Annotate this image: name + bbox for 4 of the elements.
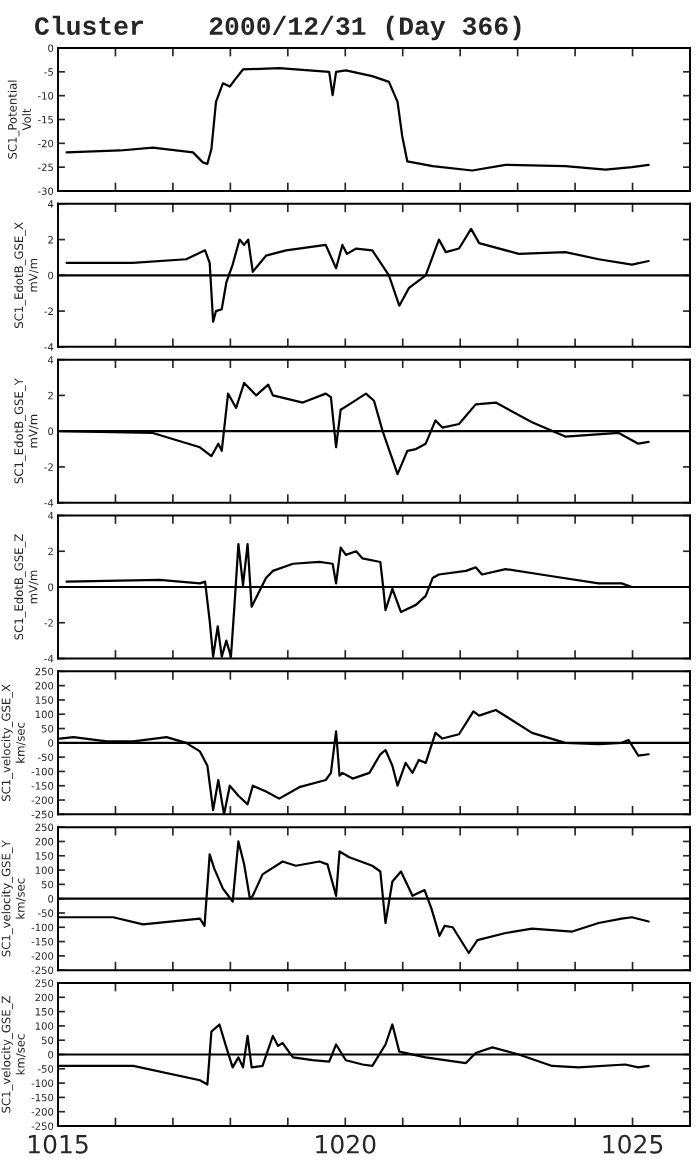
- x-tick-label: 1025: [603, 1134, 663, 1154]
- chart-title: Cluster 2000/12/31 (Day 366): [35, 15, 521, 41]
- x-tick-label: 1015: [28, 1134, 88, 1154]
- x-tick-label: 1020: [316, 1134, 376, 1154]
